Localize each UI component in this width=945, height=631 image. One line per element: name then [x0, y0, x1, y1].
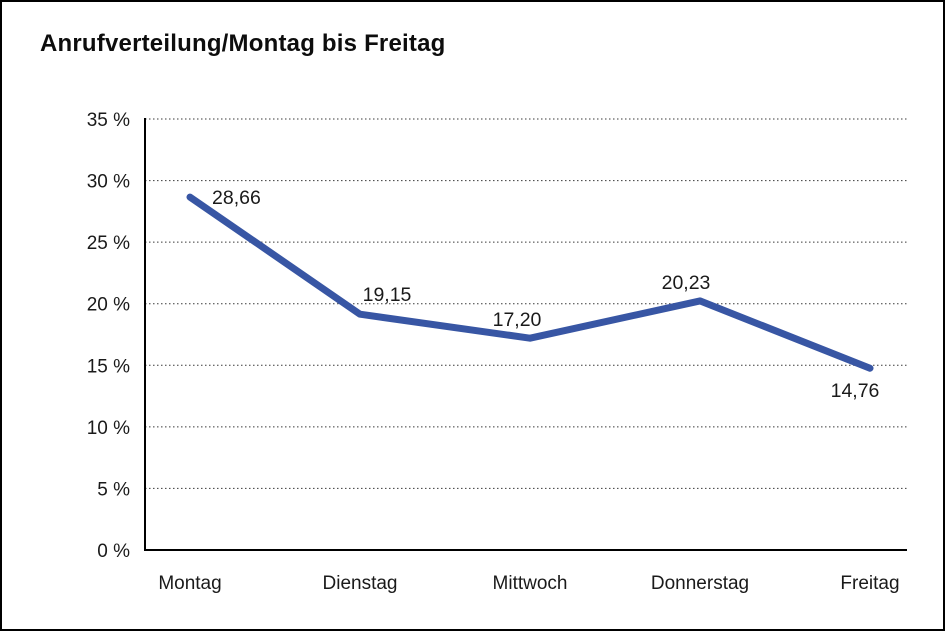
y-tick-label: 5 % [97, 479, 130, 500]
x-category-label: Mittwoch [493, 573, 568, 594]
data-line [186, 193, 874, 372]
x-category-label: Donnerstag [651, 573, 749, 594]
x-category-label: Freitag [840, 573, 899, 594]
data-point-label: 19,15 [363, 284, 412, 306]
data-point-label: 17,20 [493, 309, 542, 331]
data-point-label: 20,23 [662, 272, 711, 294]
y-tick-label: 35 % [87, 110, 130, 131]
y-tick-label: 10 % [87, 418, 130, 439]
data-point-label: 28,66 [212, 187, 261, 209]
chart-title: Anrufverteilung/Montag bis Freitag [40, 30, 446, 57]
y-tick-label: 30 % [87, 172, 130, 193]
y-tick-label: 0 % [97, 541, 130, 562]
y-tick-label: 15 % [87, 356, 130, 377]
x-category-label: Montag [158, 573, 221, 594]
y-tick-label: 25 % [87, 233, 130, 254]
y-tick-label: 20 % [87, 295, 130, 316]
x-category-label: Dienstag [323, 573, 398, 594]
data-point-label: 14,76 [831, 380, 880, 402]
